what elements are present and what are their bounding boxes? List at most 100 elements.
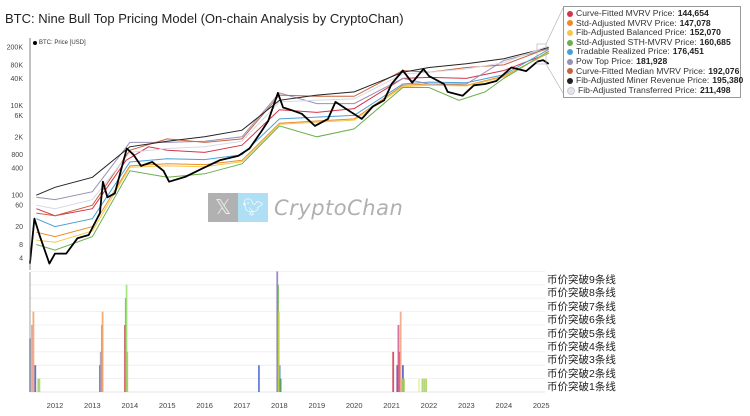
- legend-dot-icon: [567, 86, 575, 95]
- legend-label: Curve-Fitted MVRV Price:: [576, 8, 675, 18]
- price-legend-dot-icon: [33, 41, 37, 45]
- legend-value: 195,380: [712, 75, 744, 86]
- legend-dot-icon: [567, 39, 573, 46]
- signal-bar: [277, 311, 280, 392]
- legend-label: Curve-Fitted Median MVRV Price:: [576, 65, 706, 76]
- x-tick-label: 2021: [383, 401, 400, 410]
- series-lines: [29, 45, 550, 265]
- level-label: 币价突破8条线: [547, 287, 616, 300]
- legend-item: Tradable Realized Price: 176,451: [567, 47, 737, 57]
- x-tick-label: 2013: [84, 401, 101, 410]
- series-line-fib-adjusted-balanced-price: [36, 51, 549, 243]
- x-tick-label: 2012: [47, 401, 64, 410]
- x-tick-label: 2016: [196, 401, 213, 410]
- btc-price-line: [29, 59, 550, 265]
- x-tick-label: 2015: [159, 401, 176, 410]
- x-tick-label: 2018: [271, 401, 288, 410]
- legend-dot-icon: [567, 58, 573, 65]
- x-tick-label: 2025: [533, 401, 550, 410]
- y-tick-label: 20: [15, 224, 23, 231]
- signal-bar: [126, 351, 129, 392]
- series-line-fib-adjusted-transferred-price: [36, 45, 549, 210]
- signal-bar: [101, 311, 104, 392]
- legend-value: 147,078: [679, 17, 711, 28]
- signal-bar: [425, 378, 428, 392]
- series-line-std-adjusted-mvrv-price: [36, 52, 549, 238]
- level-label: 币价突破3条线: [547, 354, 616, 367]
- legend-item: Fib-Adjusted Transferred Price: 211,498: [567, 84, 737, 96]
- legend-value: 192,076: [708, 65, 740, 76]
- legend-label: Tradable Realized Price:: [576, 46, 670, 57]
- level-label: 币价突破9条线: [547, 274, 616, 286]
- signal-bar: [279, 378, 282, 392]
- legend-dot-icon: [567, 29, 573, 36]
- legend-value: 144,654: [677, 8, 709, 18]
- legend-value: 181,928: [636, 55, 668, 66]
- zoom-callout-box: [536, 43, 547, 65]
- y-tick-label: 4: [19, 255, 23, 262]
- signal-bar: [398, 351, 401, 392]
- chart-title: BTC: Nine Bull Top Pricing Model (On-cha…: [5, 11, 404, 26]
- legend-value: 152,070: [689, 27, 721, 38]
- legend-label: Fib-Adjusted Miner Revenue Price:: [576, 75, 710, 86]
- legend-value: 211,498: [699, 84, 731, 95]
- legend-label: Fib-Adjusted Transferred Price:: [578, 84, 697, 95]
- series-line-std-adjusted-sth-mvrv-price: [36, 50, 549, 251]
- signal-bar: [32, 311, 35, 392]
- y-tick-label: 800: [11, 152, 23, 159]
- signal-bar: [125, 284, 128, 392]
- signal-bar: [99, 351, 102, 392]
- legend-label: Fib-Adjusted Balanced Price:: [576, 27, 687, 38]
- signal-bar: [418, 378, 420, 392]
- signal-bar: [397, 325, 400, 392]
- signal-bar: [37, 378, 40, 392]
- y-tick-label: 100: [11, 193, 23, 200]
- y-tick-label: 200K: [7, 45, 24, 52]
- legend: Curve-Fitted MVRV Price: 144,654 Std-Adjus…: [563, 6, 744, 99]
- series-line-tradable-realized-price: [36, 48, 549, 228]
- series-line-curve-fitted-median-mvrv-price: [36, 47, 549, 217]
- signal-bar: [31, 325, 33, 392]
- signal-bar: [401, 378, 404, 392]
- callout-connector: [545, 7, 564, 45]
- series-line-curve-fitted-mvrv-price: [36, 52, 549, 217]
- legend-dot-icon: [567, 10, 573, 17]
- level-label: 币价突破7条线: [547, 300, 616, 313]
- signal-bar: [399, 311, 402, 392]
- y-tick-label: 6K: [14, 113, 23, 120]
- legend-item: Curve-Fitted Median MVRV Price: 192,076: [567, 65, 740, 77]
- legend-item: Curve-Fitted MVRV Price: 144,654: [567, 8, 737, 19]
- legend-item: Fib-Adjusted Balanced Price: 152,070: [567, 28, 737, 38]
- legend-dot-icon: [567, 68, 573, 75]
- legend-value: 176,451: [672, 46, 704, 57]
- series-line-pow-top-price: [36, 48, 549, 201]
- signal-bar: [396, 365, 399, 392]
- signal-bar: [423, 378, 426, 392]
- twitter-bird-icon: 🐦︎: [238, 193, 268, 222]
- y-tick-label: 2K: [14, 134, 23, 141]
- y-tick-label: 40K: [11, 76, 24, 83]
- signal-bar: [34, 365, 37, 392]
- legend-label: Std-Adjusted MVRV Price:: [576, 17, 677, 28]
- x-logo-icon: 𝕏: [208, 193, 238, 222]
- legend-dot-icon: [567, 20, 573, 27]
- price-legend-label: BTC: Price [USD]: [39, 40, 86, 46]
- y-tick-label: 400: [11, 166, 23, 173]
- y-tick-label: 8: [19, 242, 23, 249]
- x-tick-label: 2020: [346, 401, 363, 410]
- signal-bar: [421, 378, 424, 392]
- level-label: 币价突破6条线: [547, 314, 616, 327]
- legend-dot-icon: [567, 77, 573, 84]
- legend-label: Pow Top Price:: [576, 55, 634, 66]
- x-tick-label: 2022: [421, 401, 438, 410]
- legend-item: Std-Adjusted MVRV Price: 147,078: [567, 17, 737, 29]
- signal-bar: [392, 351, 395, 392]
- x-tick-label: 2023: [458, 401, 475, 410]
- y-tick-label: 10K: [11, 103, 24, 110]
- series-line-fib-adjusted-miner-revenue-price: [36, 47, 549, 196]
- signal-bar: [38, 378, 41, 392]
- x-tick-label: 2019: [308, 401, 325, 410]
- level-label: 币价突破5条线: [547, 327, 616, 340]
- y-tick-label: 60: [15, 203, 23, 210]
